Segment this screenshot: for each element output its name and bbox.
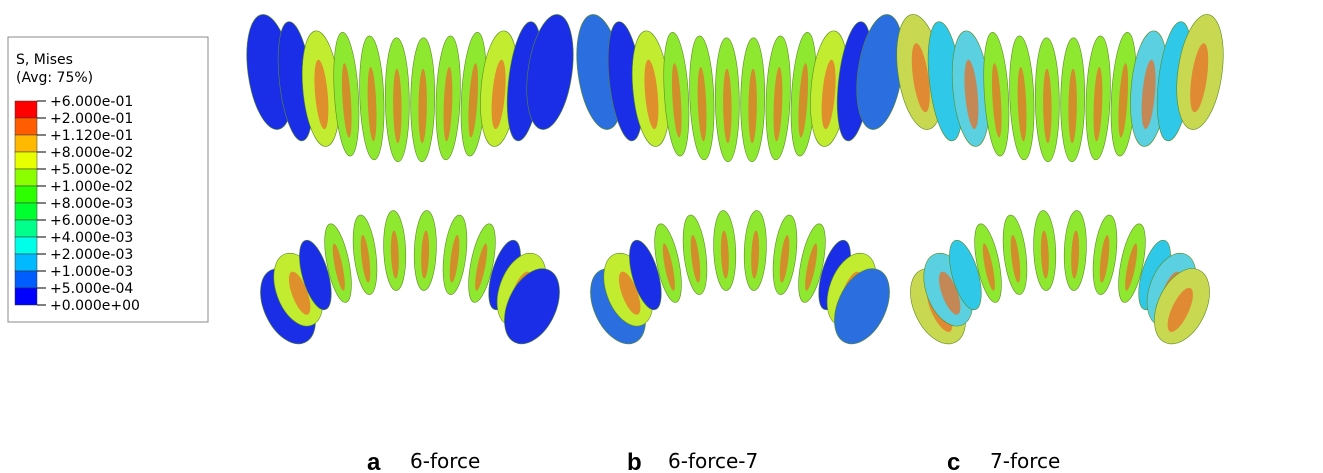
legend-label: +4.000e-03 bbox=[50, 230, 133, 246]
legend-label: +0.000e+00 bbox=[50, 298, 140, 314]
legend-label: +5.000e-04 bbox=[50, 281, 133, 297]
legend-label: +1.000e-02 bbox=[50, 179, 133, 195]
panel-label: 7-force bbox=[990, 449, 1060, 473]
legend-swatch bbox=[15, 237, 37, 254]
panel-letter: b bbox=[627, 449, 642, 473]
legend-label: +6.000e-01 bbox=[50, 94, 133, 110]
legend-label: +2.000e-03 bbox=[50, 247, 133, 263]
legend-label: +8.000e-03 bbox=[50, 196, 133, 212]
legend-swatch bbox=[15, 254, 37, 271]
legend-label: +8.000e-02 bbox=[50, 145, 133, 161]
panel-letter: c bbox=[947, 449, 960, 473]
tooth-images bbox=[240, 12, 1230, 353]
legend-swatch bbox=[15, 101, 37, 118]
legend-swatch bbox=[15, 220, 37, 237]
panel-label: 6-force-7 bbox=[668, 449, 758, 473]
legend-label: +1.000e-03 bbox=[50, 264, 133, 280]
legend-swatch bbox=[15, 288, 37, 305]
captions: a 6-force b 6-force-7 c 7-force bbox=[367, 449, 1060, 473]
legend-swatch bbox=[15, 169, 37, 186]
legend-swatch bbox=[15, 203, 37, 220]
figure: S, Mises (Avg: 75%) +6.000e-01+2.000e-01… bbox=[0, 0, 1323, 473]
legend-swatch bbox=[15, 186, 37, 203]
legend-swatch bbox=[15, 135, 37, 152]
legend-swatch bbox=[15, 118, 37, 135]
legend-label: +5.000e-02 bbox=[50, 162, 133, 178]
panel-letter: a bbox=[367, 449, 381, 473]
legend-swatch bbox=[15, 271, 37, 288]
legend-label: +6.000e-03 bbox=[50, 213, 133, 229]
panel-label: 6-force bbox=[410, 449, 480, 473]
legend-swatch bbox=[15, 152, 37, 169]
legend-label: +2.000e-01 bbox=[50, 111, 133, 127]
legend-subtitle: (Avg: 75%) bbox=[16, 70, 93, 86]
legend-title: S, Mises bbox=[16, 52, 73, 68]
legend-label: +1.120e-01 bbox=[50, 128, 133, 144]
